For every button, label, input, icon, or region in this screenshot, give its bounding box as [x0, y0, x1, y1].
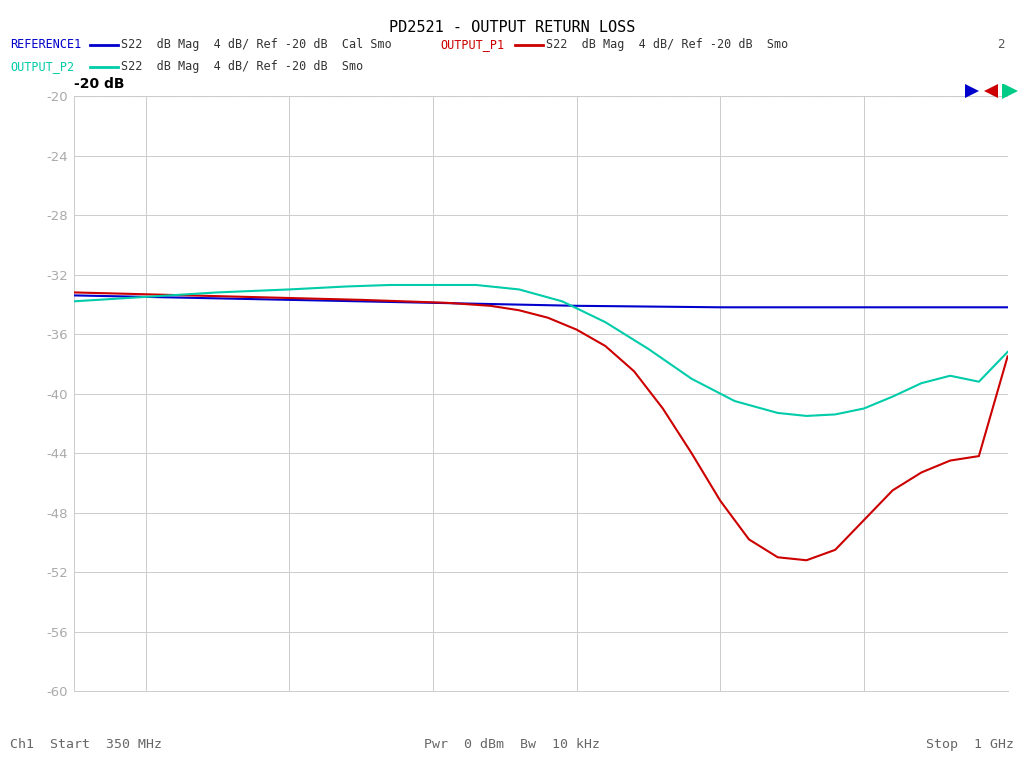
Text: Stop  1 GHz: Stop 1 GHz — [926, 739, 1014, 751]
Text: S22  dB Mag  4 dB/ Ref -20 dB  Smo: S22 dB Mag 4 dB/ Ref -20 dB Smo — [121, 61, 364, 73]
Text: Ch1  Start  350 MHz: Ch1 Start 350 MHz — [10, 739, 162, 751]
Text: S22  dB Mag  4 dB/ Ref -20 dB  Smo: S22 dB Mag 4 dB/ Ref -20 dB Smo — [546, 38, 788, 51]
Text: 2: 2 — [997, 38, 1005, 51]
Text: Pwr  0 dBm  Bw  10 kHz: Pwr 0 dBm Bw 10 kHz — [424, 739, 600, 751]
Text: OUTPUT_P2: OUTPUT_P2 — [10, 61, 75, 73]
Text: OUTPUT_P1: OUTPUT_P1 — [440, 38, 505, 51]
Text: -20 dB: -20 dB — [74, 77, 124, 91]
Text: S22  dB Mag  4 dB/ Ref -20 dB  Cal Smo: S22 dB Mag 4 dB/ Ref -20 dB Cal Smo — [121, 38, 391, 51]
Text: PD2521 - OUTPUT RETURN LOSS: PD2521 - OUTPUT RETURN LOSS — [389, 20, 635, 35]
Text: REFERENCE1: REFERENCE1 — [10, 38, 82, 51]
